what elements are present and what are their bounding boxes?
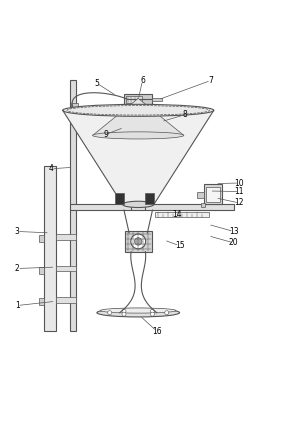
Bar [71, 103, 78, 110]
Text: 16: 16 [152, 327, 162, 336]
Text: 20: 20 [229, 238, 239, 247]
Bar [197, 192, 204, 198]
Polygon shape [63, 110, 214, 204]
Circle shape [122, 309, 126, 313]
Bar [56, 297, 76, 303]
Text: 2: 2 [15, 264, 19, 273]
Text: 10: 10 [235, 179, 244, 187]
Ellipse shape [100, 308, 176, 313]
Text: 8: 8 [183, 110, 188, 119]
Bar [152, 98, 162, 101]
Text: 3: 3 [15, 227, 20, 236]
Text: 9: 9 [103, 130, 108, 139]
Bar [70, 80, 76, 331]
Bar [39, 235, 44, 242]
Ellipse shape [123, 201, 154, 208]
Ellipse shape [63, 104, 214, 116]
Text: 7: 7 [208, 76, 213, 85]
Polygon shape [93, 99, 184, 135]
Circle shape [165, 310, 169, 315]
Text: 6: 6 [140, 76, 145, 85]
Text: 15: 15 [175, 241, 184, 250]
Bar [201, 203, 205, 207]
Circle shape [122, 312, 126, 316]
Ellipse shape [93, 132, 184, 139]
Bar [145, 193, 154, 204]
Text: 14: 14 [172, 210, 182, 219]
Bar [124, 94, 152, 104]
Bar [39, 266, 44, 274]
Bar [56, 266, 76, 271]
Bar [126, 96, 142, 103]
Text: 4: 4 [49, 164, 54, 173]
Bar [115, 193, 124, 204]
Bar [56, 234, 76, 240]
Text: 11: 11 [235, 187, 244, 196]
Bar [70, 204, 234, 210]
Bar [44, 166, 56, 331]
Bar [204, 184, 222, 204]
Circle shape [135, 238, 142, 245]
Circle shape [150, 312, 154, 316]
Ellipse shape [97, 308, 180, 317]
Circle shape [131, 234, 146, 249]
Text: 1: 1 [15, 301, 19, 310]
Text: 5: 5 [94, 79, 99, 88]
Circle shape [108, 310, 112, 315]
Bar [125, 231, 152, 252]
Bar [39, 298, 44, 305]
Text: 13: 13 [229, 227, 239, 236]
Circle shape [150, 309, 154, 313]
Text: 12: 12 [235, 198, 244, 207]
Bar [155, 212, 209, 217]
Bar [206, 187, 220, 201]
